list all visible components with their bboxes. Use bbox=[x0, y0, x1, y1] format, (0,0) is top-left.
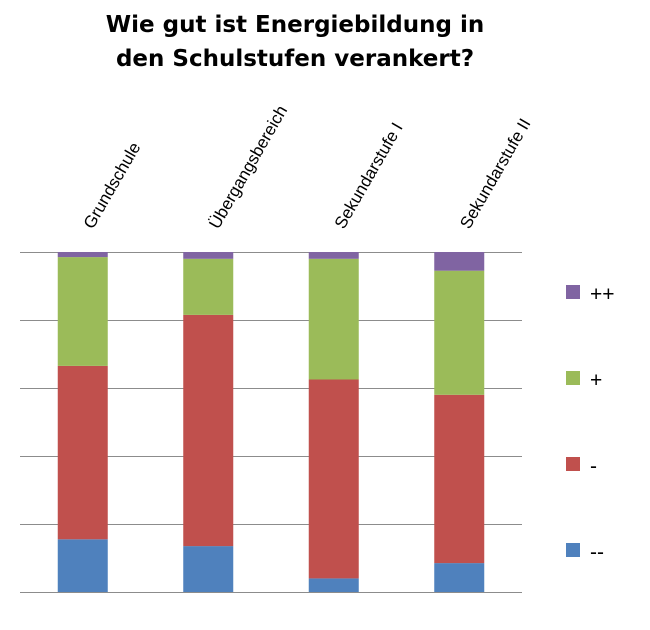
bar-segment-1-cat-4 bbox=[434, 563, 485, 592]
legend-label: ++ bbox=[590, 283, 615, 306]
category-labels: Grundschule Übergangsbereich Sekundarstufe… bbox=[80, 102, 535, 232]
bar-segment-4-cat-4 bbox=[434, 252, 485, 271]
legend-swatch bbox=[566, 457, 580, 471]
legend-label: + bbox=[590, 369, 602, 392]
bar-segment-2-cat-1 bbox=[57, 365, 108, 540]
legend-swatch bbox=[566, 285, 580, 299]
bar-segment-1-cat-1 bbox=[57, 539, 108, 592]
chart-title: Wie gut ist Energiebildung in den Schuls… bbox=[0, 8, 590, 76]
chart-title-line-1: Wie gut ist Energiebildung in bbox=[105, 12, 485, 38]
bar-segment-3-cat-4 bbox=[434, 270, 485, 395]
bar-segment-2-cat-2 bbox=[183, 314, 234, 547]
bar-segment-4-cat-2 bbox=[183, 252, 234, 259]
legend-swatch bbox=[566, 371, 580, 385]
bar-stacks bbox=[57, 252, 485, 592]
bar-segment-1-cat-2 bbox=[183, 546, 234, 592]
bar-segment-1-cat-3 bbox=[308, 578, 359, 592]
category-label: Grundschule bbox=[80, 139, 145, 232]
legend-label: - bbox=[590, 455, 597, 478]
chart-title-line-2: den Schulstufen verankert? bbox=[115, 46, 475, 72]
bar-segment-3-cat-3 bbox=[308, 258, 359, 380]
bar-segment-4-cat-3 bbox=[308, 252, 359, 259]
bar-segment-2-cat-4 bbox=[434, 394, 485, 564]
bar-segment-3-cat-2 bbox=[183, 258, 234, 315]
legend-label: -- bbox=[590, 541, 604, 564]
category-label: Sekundarstufe I bbox=[331, 119, 407, 232]
category-label: Übergangsbereich bbox=[205, 102, 291, 232]
bar-segment-3-cat-1 bbox=[57, 257, 108, 366]
bar-segment-2-cat-3 bbox=[308, 379, 359, 579]
legend: +++--- bbox=[566, 283, 615, 564]
category-label: Sekundarstufe II bbox=[456, 115, 534, 232]
bar-segment-4-cat-1 bbox=[57, 252, 108, 258]
legend-swatch bbox=[566, 543, 580, 557]
